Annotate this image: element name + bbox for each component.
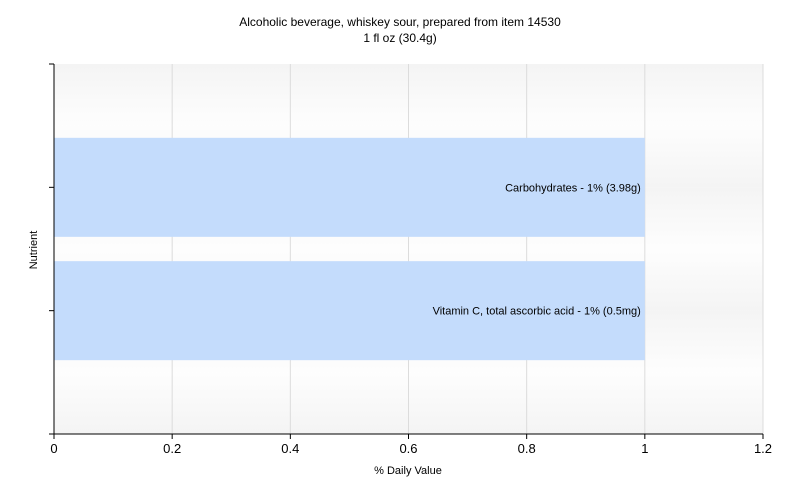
x-tick-label: 0.2 xyxy=(163,441,181,456)
bar-label: Vitamin C, total ascorbic acid - 1% (0.5… xyxy=(433,306,641,318)
x-tick-label: 1 xyxy=(641,441,648,456)
y-axis-title: Nutrient xyxy=(28,230,40,270)
bar xyxy=(54,137,645,237)
x-tick-label: 0.4 xyxy=(281,441,299,456)
chart-title-line: Alcoholic beverage, whiskey sour, prepar… xyxy=(239,15,561,29)
x-tick-label: 0.6 xyxy=(399,441,417,456)
x-axis-title: % Daily Value xyxy=(374,465,442,477)
bar-label: Carbohydrates - 1% (3.98g) xyxy=(505,182,641,194)
x-tick-label: 0.8 xyxy=(518,441,536,456)
x-tick-label: 1.2 xyxy=(754,441,772,456)
chart-title: Alcoholic beverage, whiskey sour, prepar… xyxy=(0,14,800,46)
bar xyxy=(54,261,645,361)
x-tick-label: 0 xyxy=(50,441,57,456)
chart-subtitle: 1 fl oz (30.4g) xyxy=(363,31,437,45)
